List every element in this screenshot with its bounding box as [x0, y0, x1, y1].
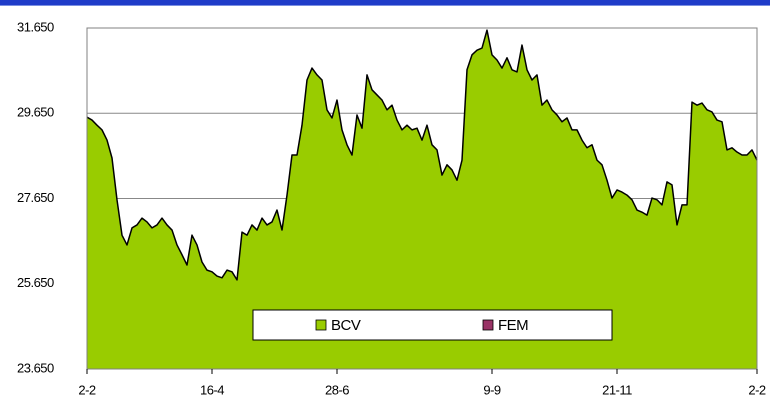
y-tick-label: 31.650 — [17, 19, 54, 34]
y-tick-label: 27.650 — [17, 190, 54, 205]
plot-frame — [86, 27, 758, 370]
x-tick-label: 28-6 — [325, 382, 349, 397]
legend-swatch — [482, 319, 494, 331]
y-tick-label: 25.650 — [17, 275, 54, 290]
area — [87, 30, 757, 369]
y-tick-label: 23.650 — [17, 360, 54, 375]
x-tick-label: 2-2 — [78, 382, 96, 397]
legend-box — [252, 309, 613, 341]
legend-swatch — [315, 319, 327, 331]
top-bar-line — [0, 5, 770, 6]
x-tick-label: 16-4 — [200, 382, 224, 397]
x-tick-label: 21-11 — [602, 382, 632, 397]
legend-label: FEM — [498, 317, 528, 334]
y-tick-label: 29.650 — [17, 105, 54, 120]
top-bar — [0, 0, 770, 5]
legend-label: BCV — [331, 317, 361, 334]
x-tick-label: 2-2 — [748, 382, 766, 397]
x-tick-label: 9-9 — [483, 382, 501, 397]
area-outline — [86, 29, 758, 281]
